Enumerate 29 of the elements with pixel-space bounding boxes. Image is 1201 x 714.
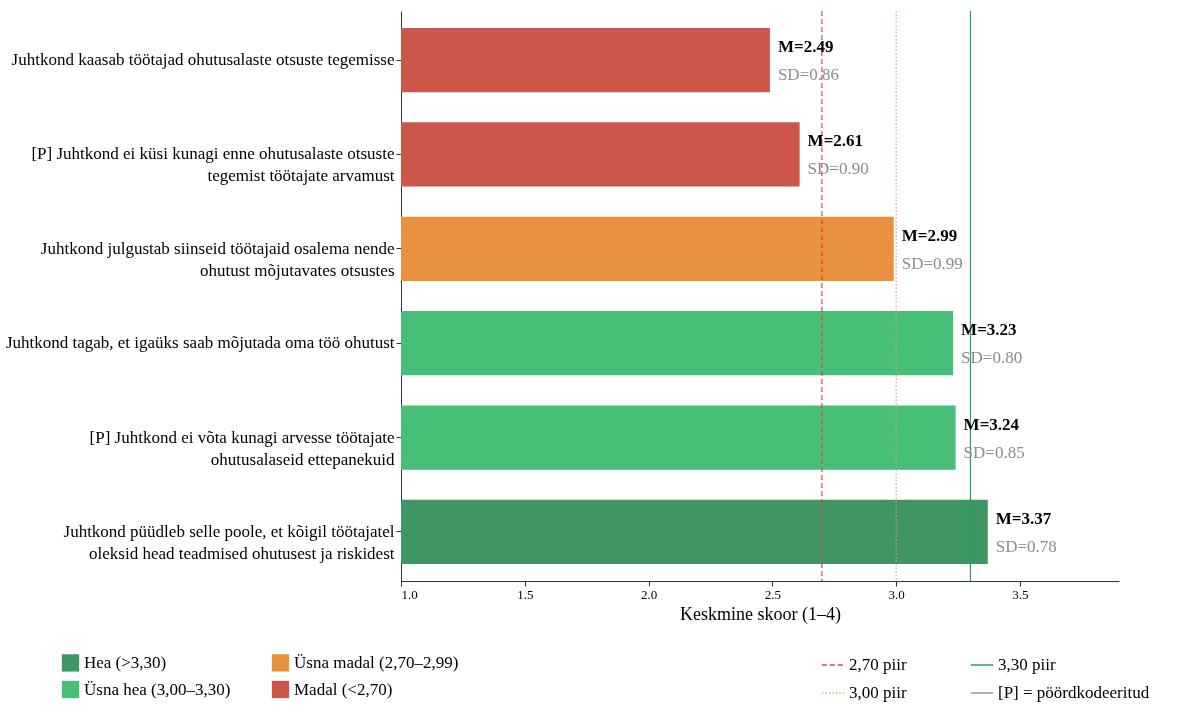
legend-label: Üsna madal (2,70–2,99): [294, 652, 459, 672]
annotation: SD=0.99: [901, 253, 963, 273]
annotation: SD=0.90: [807, 159, 869, 179]
x-tick-label: 3.5: [1012, 586, 1029, 602]
text: M=3.37: [995, 508, 1052, 528]
y-tick-label: [P] Juhtkond ei võta kunagi arvesse töötajate ohutusalaseid ettepanekuid: [89, 427, 395, 469]
text: M=2.61: [807, 131, 864, 151]
annotation: SD=0.78: [995, 536, 1057, 556]
y-tick-label: Juhtkond püüdleb selle poole, et kõigil töötajatel oleksid head teadmised ohutusest ja riskidest: [63, 521, 395, 563]
x-tick-label: 1.0: [401, 586, 418, 602]
x-tick-label: 2.5: [764, 586, 781, 602]
x-tick-label: 1.5: [517, 586, 534, 602]
y-tick-label: Juhtkond kaasab töötajad ohutusalaste otsuste tegemisse: [11, 50, 395, 70]
text: [P] = pöördkodeeritud: [998, 683, 1150, 702]
x-tick-label: 3.0: [888, 586, 905, 602]
y-tick-label: [P] Juhtkond ei küsi kunagi enne ohutusalaste otsuste tegemist töötajate arvamust: [31, 144, 395, 186]
y-tick-label: Juhtkond julgustab siinseid töötajaid osalema nende ohutust mõjutavates otsustes: [40, 238, 395, 280]
legend-label: 3,30 piir: [998, 655, 1056, 674]
text: M=2.99: [901, 225, 958, 245]
y-tick-label: Juhtkond tagab, et igaüks saab mõjutada oma töö ohutust: [5, 333, 395, 353]
legend-label: Üsna hea (3,00–3,30): [84, 679, 231, 699]
legend-label: Hea (>3,30): [84, 652, 167, 672]
legend-label: 2,70 piir: [849, 655, 907, 674]
x-tick-label: 2.0: [640, 586, 658, 602]
legend-label: 3,00 piir: [849, 683, 907, 702]
legend-label: Madal (<2,70): [294, 679, 393, 699]
x-axis-title: Keskmine skoor (1–4): [680, 603, 841, 625]
annotation: SD=0.86: [777, 65, 839, 85]
text: M=2.49: [777, 37, 834, 57]
